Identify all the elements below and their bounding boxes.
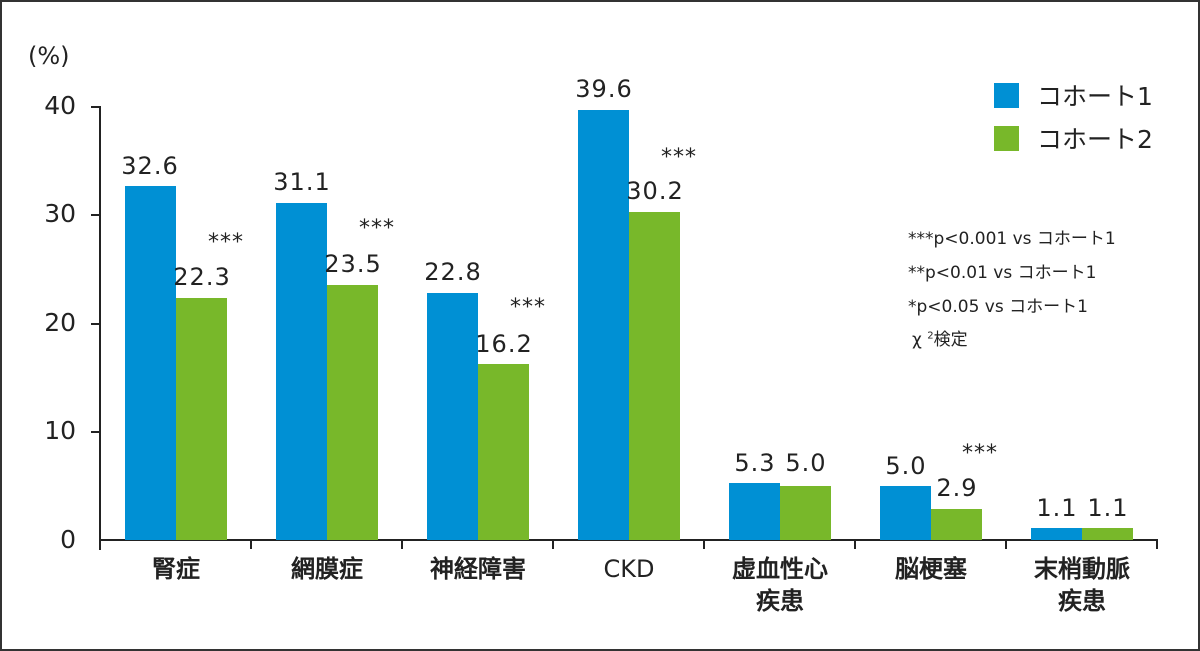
y-tick-label-0: 0	[60, 525, 76, 554]
x-tick	[854, 540, 856, 549]
note-p05: *p<0.05 vs コホート1	[908, 297, 1088, 317]
value-label: 39.6	[575, 75, 633, 103]
legend-label: コホート2	[1037, 125, 1153, 154]
significance-marker: ***	[359, 216, 395, 241]
y-tick-30	[91, 214, 100, 216]
bar-cohort1-ckd	[578, 110, 629, 540]
significance-marker: ***	[510, 295, 546, 320]
legend-item-cohort2: コホート2	[994, 120, 1153, 156]
bar-cohort1-neuropathy	[427, 293, 478, 540]
bar-cohort1-peripheral-artery	[1031, 528, 1082, 540]
legend-item-cohort1: コホート1	[994, 77, 1153, 113]
significance-marker: ***	[661, 145, 697, 170]
y-tick-label-30: 30	[44, 199, 76, 228]
category-label-retinopathy: 網膜症	[291, 555, 363, 583]
x-tick	[1005, 540, 1007, 549]
category-label-ischemic-heart: 虚血性心 疾患	[732, 555, 828, 615]
bar-cohort2-retinopathy	[327, 285, 378, 540]
value-label: 30.2	[626, 177, 684, 205]
value-label: 5.0	[785, 449, 827, 477]
legend-swatch-green	[994, 125, 1019, 151]
bar-cohort2-ckd	[629, 212, 680, 540]
y-axis-unit: (%)	[28, 42, 70, 70]
bar-cohort1-ischemic-heart	[729, 483, 780, 540]
legend-label: コホート1	[1037, 82, 1153, 111]
bar-cohort2-stroke	[931, 509, 982, 540]
value-label: 22.3	[173, 263, 231, 291]
note-p001: ***p<0.001 vs コホート1	[908, 229, 1116, 249]
value-label: 1.1	[1036, 494, 1078, 522]
value-label: 22.8	[424, 258, 482, 286]
bar-cohort2-ischemic-heart	[780, 486, 831, 540]
y-tick-10	[91, 431, 100, 433]
value-label: 31.1	[273, 168, 331, 196]
significance-marker: ***	[208, 230, 244, 255]
value-label: 5.0	[885, 452, 927, 480]
category-label-ckd: CKD	[603, 555, 655, 583]
bar-cohort2-neuropathy	[478, 364, 529, 540]
y-tick-40	[91, 106, 100, 108]
bar-cohort1-stroke	[880, 486, 931, 540]
y-tick-label-20: 20	[44, 308, 76, 337]
note-chi-square: χ 2検定	[912, 330, 968, 350]
legend-swatch-blue	[994, 82, 1019, 108]
y-tick-label-10: 10	[44, 416, 76, 445]
category-label-stroke: 脳梗塞	[895, 555, 967, 583]
bar-cohort1-kidney	[125, 186, 176, 540]
x-axis-line	[99, 539, 1158, 541]
note-p01: **p<0.01 vs コホート1	[908, 263, 1097, 283]
value-label: 23.5	[324, 250, 382, 278]
category-label-peripheral-artery: 末梢動脈 疾患	[1034, 555, 1130, 615]
value-label: 2.9	[936, 474, 978, 502]
value-label: 32.6	[121, 152, 179, 180]
x-tick	[401, 540, 403, 549]
significance-marker: ***	[962, 441, 998, 466]
y-tick-label-40: 40	[44, 91, 76, 120]
x-tick	[1156, 540, 1158, 549]
x-tick	[552, 540, 554, 549]
y-axis-line	[99, 106, 101, 550]
y-tick-20	[91, 323, 100, 325]
value-label: 5.3	[734, 449, 776, 477]
bar-cohort2-peripheral-artery	[1082, 528, 1133, 540]
x-tick	[250, 540, 252, 549]
value-label: 16.2	[475, 330, 533, 358]
value-label: 1.1	[1087, 494, 1129, 522]
category-label-neuropathy: 神経障害	[430, 555, 526, 583]
category-label-kidney: 腎症	[152, 555, 200, 583]
x-tick	[703, 540, 705, 549]
bar-cohort1-retinopathy	[276, 203, 327, 540]
bar-cohort2-kidney	[176, 298, 227, 540]
